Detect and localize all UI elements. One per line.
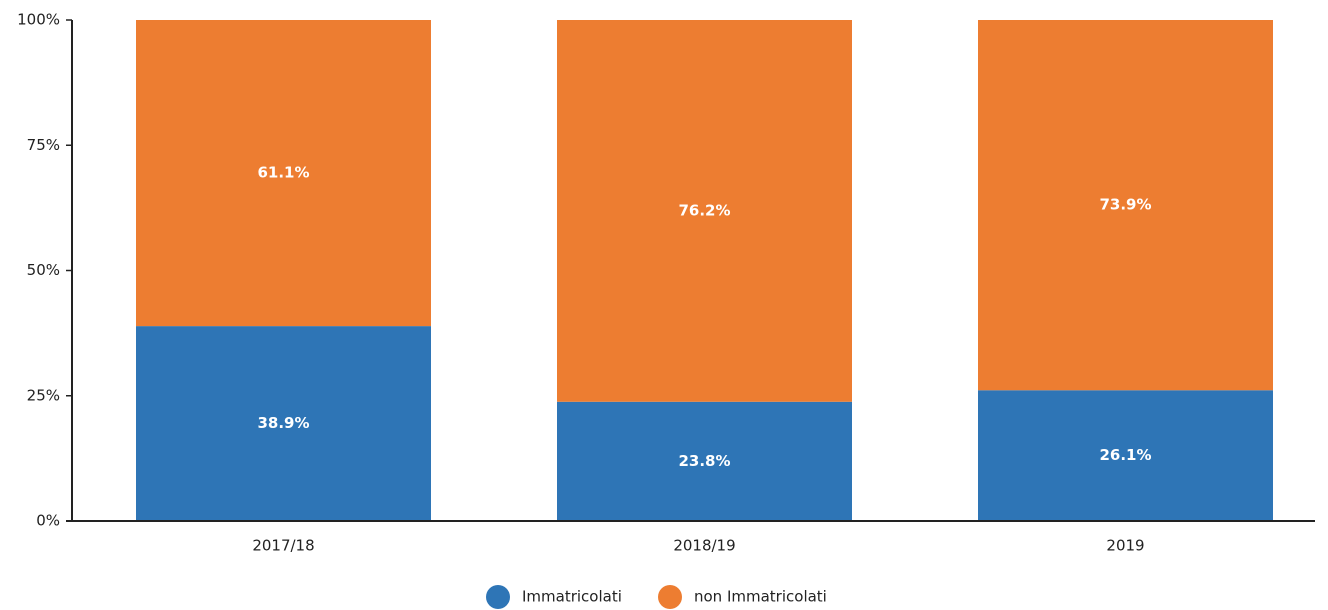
bar-segment (557, 401, 852, 521)
data-label: 61.1% (257, 164, 309, 182)
x-tick-label: 2019 (1106, 537, 1144, 555)
bar-segment (978, 20, 1273, 391)
y-tick-label: 25% (27, 386, 60, 404)
data-label: 76.2% (678, 201, 730, 219)
y-tick-label: 75% (27, 136, 60, 154)
legend-label: non Immatricolati (694, 588, 827, 606)
legend-label: Immatricolati (522, 588, 622, 606)
x-tick-label: 2017/18 (252, 537, 314, 555)
bar-segment (136, 20, 431, 327)
y-tick-label: 0% (36, 512, 60, 530)
legend-marker (658, 585, 682, 609)
y-tick-label: 100% (17, 11, 60, 29)
bar-segment (136, 326, 431, 521)
data-label: 73.9% (1099, 196, 1151, 214)
y-tick-label: 50% (27, 261, 60, 279)
data-label: 38.9% (257, 414, 309, 432)
bar-segment (557, 20, 852, 402)
bar-segment (978, 390, 1273, 521)
legend-marker (486, 585, 510, 609)
x-tick-label: 2018/19 (673, 537, 735, 555)
data-label: 26.1% (1099, 446, 1151, 464)
data-label: 23.8% (678, 452, 730, 470)
